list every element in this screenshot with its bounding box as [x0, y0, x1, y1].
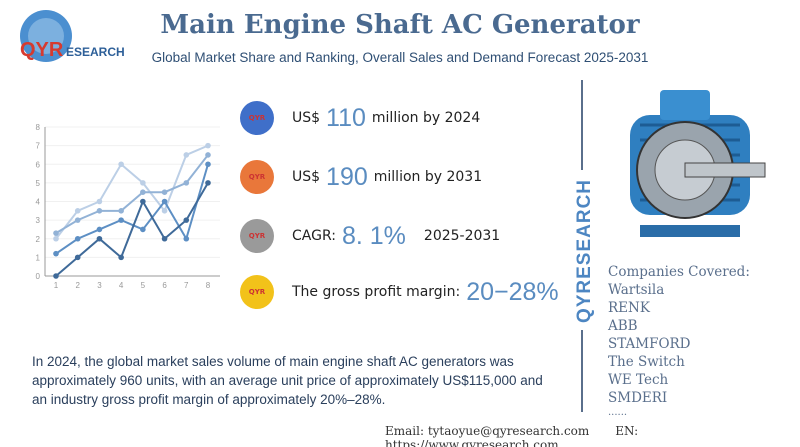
stat-margin: QYR The gross profit margin: 20−28% [240, 272, 565, 312]
stat-suffix: 2025-2031 [423, 228, 501, 244]
qyresearch-logo: QYR ESEARCH [20, 10, 125, 62]
stat-2031: QYR US$ 190 million by 2031 [240, 157, 482, 197]
data-point [140, 180, 146, 186]
series-line-2 [55, 154, 209, 235]
data-point [161, 189, 168, 195]
company-item: ABB [608, 318, 638, 334]
data-point [161, 198, 168, 205]
x-tick-label: 2 [75, 281, 80, 290]
qyr-globe-icon: QYR [240, 160, 274, 194]
data-point [53, 235, 59, 242]
y-tick-label: 8 [36, 123, 41, 132]
footer: Email: tytaoyue@qyresearch.com EN: https:… [385, 424, 800, 447]
data-point [183, 235, 190, 242]
company-item: The Switch [608, 354, 685, 370]
svg-text:QYR: QYR [20, 39, 64, 61]
company-item: SMDERI [608, 390, 668, 406]
data-point [140, 189, 146, 195]
vertical-brand-text: QYRESEARCH [574, 178, 595, 324]
data-point [118, 208, 124, 214]
data-point [74, 217, 81, 223]
page-subtitle: Global Market Share and Ranking, Overall… [151, 50, 649, 65]
y-tick-label: 3 [36, 216, 41, 225]
companies-list: Companies Covered: Wartsila RENK ABB STA… [608, 263, 750, 419]
qyr-globe-icon: QYR [240, 275, 274, 309]
series-line-3 [55, 163, 209, 255]
x-tick-label: 8 [206, 281, 211, 290]
data-point [96, 208, 103, 214]
data-point [53, 273, 59, 279]
stat-value: 20−28% [466, 277, 559, 306]
description: In 2024, the global market sales volume … [32, 354, 543, 407]
data-point [161, 235, 168, 242]
y-tick-label: 6 [36, 160, 41, 169]
series-line-1 [55, 144, 209, 240]
stat-cagr: QYR CAGR: 8. 1% 2025-2031 [240, 216, 500, 256]
company-item: RENK [608, 300, 650, 316]
stat-prefix: The gross profit margin: [292, 284, 461, 300]
stat-prefix: US$ [292, 110, 321, 126]
company-item: WE Tech [608, 372, 669, 388]
data-point [96, 226, 103, 233]
series-line-4 [55, 182, 209, 277]
stat-value: 110 [326, 103, 366, 132]
company-item: STAMFORD [608, 336, 691, 352]
stat-prefix: CAGR: [292, 228, 336, 244]
y-tick-label: 4 [36, 198, 41, 207]
stat-suffix: million by 2031 [373, 169, 483, 185]
stat-value: 190 [326, 162, 368, 191]
qyr-globe-icon: QYR [240, 219, 274, 253]
data-point [183, 180, 190, 186]
data-point [183, 152, 190, 158]
company-item: ...... [608, 407, 628, 418]
data-point [118, 217, 124, 223]
data-point [205, 180, 211, 186]
svg-text:ESEARCH: ESEARCH [66, 45, 125, 59]
company-item: Wartsila [608, 282, 665, 298]
y-tick-label: 1 [36, 253, 41, 262]
data-point [118, 161, 124, 168]
stat-value: 8. 1% [341, 221, 406, 250]
data-point [74, 208, 81, 214]
website-link[interactable]: EN: https://www.qyresearch.com [385, 424, 639, 447]
data-point [205, 142, 211, 149]
line-chart: 0 1 2 3 4 5 6 7 8 1 2 3 4 5 6 7 8 [36, 123, 220, 290]
x-tick-label: 1 [54, 281, 59, 290]
data-point [74, 235, 81, 242]
x-tick-label: 7 [184, 281, 189, 290]
x-tick-label: 5 [141, 281, 146, 290]
data-point [118, 254, 124, 261]
data-point [96, 198, 103, 205]
y-tick-label: 5 [36, 179, 41, 188]
data-point [161, 208, 168, 214]
y-tick-label: 2 [36, 235, 41, 244]
companies-heading: Companies Covered: [608, 264, 750, 280]
email-link[interactable]: Email: tytaoyue@qyresearch.com [385, 424, 590, 438]
data-point [140, 198, 146, 205]
stat-suffix: million by 2024 [371, 110, 481, 126]
x-tick-label: 3 [97, 281, 102, 290]
y-tick-label: 7 [36, 142, 41, 151]
data-point [53, 250, 59, 257]
y-tick-label: 0 [36, 272, 41, 281]
divider [581, 80, 583, 170]
data-point [74, 254, 81, 261]
qyr-globe-icon: QYR [240, 101, 274, 135]
x-tick-label: 6 [162, 281, 167, 290]
divider [581, 330, 583, 412]
page-title: Main Engine Shaft AC Generator [160, 10, 640, 40]
data-point [205, 152, 211, 158]
generator-motor-image [630, 90, 766, 237]
data-point [53, 230, 59, 236]
stat-prefix: US$ [292, 169, 321, 185]
data-point [140, 226, 146, 233]
data-point [183, 217, 190, 223]
x-tick-label: 4 [119, 281, 124, 290]
data-point [205, 161, 211, 168]
stat-2024: QYR US$ 110 million by 2024 [240, 98, 480, 138]
data-point [96, 235, 103, 242]
